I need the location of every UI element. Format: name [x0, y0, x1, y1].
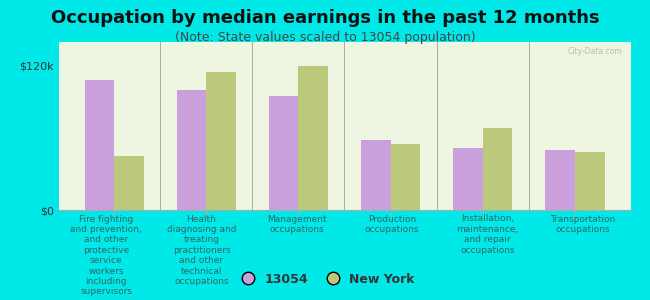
Bar: [177, 90, 206, 210]
Bar: [483, 128, 512, 210]
Text: Production
occupations: Production occupations: [365, 214, 419, 234]
Bar: [575, 152, 604, 210]
Text: City-Data.com: City-Data.com: [567, 47, 622, 56]
Bar: [298, 66, 328, 210]
Bar: [391, 144, 420, 210]
Legend: 13054, New York: 13054, New York: [231, 268, 419, 291]
Text: Health
diagnosing and
treating
practitioners
and other
technical
occupations: Health diagnosing and treating practitio…: [167, 214, 236, 286]
Text: Management
occupations: Management occupations: [267, 214, 327, 234]
Bar: [361, 140, 391, 210]
Bar: [545, 150, 575, 210]
Text: (Note: State values scaled to 13054 population): (Note: State values scaled to 13054 popu…: [175, 32, 475, 44]
Bar: [84, 80, 114, 210]
Text: Fire fighting
and prevention,
and other
protective
service
workers
including
sup: Fire fighting and prevention, and other …: [70, 214, 142, 296]
Text: Transportation
occupations: Transportation occupations: [550, 214, 616, 234]
Bar: [269, 96, 298, 210]
Bar: [114, 156, 144, 210]
Text: Installation,
maintenance,
and repair
occupations: Installation, maintenance, and repair oc…: [456, 214, 519, 255]
Bar: [206, 72, 236, 210]
Text: Occupation by median earnings in the past 12 months: Occupation by median earnings in the pas…: [51, 9, 599, 27]
Bar: [453, 148, 483, 210]
